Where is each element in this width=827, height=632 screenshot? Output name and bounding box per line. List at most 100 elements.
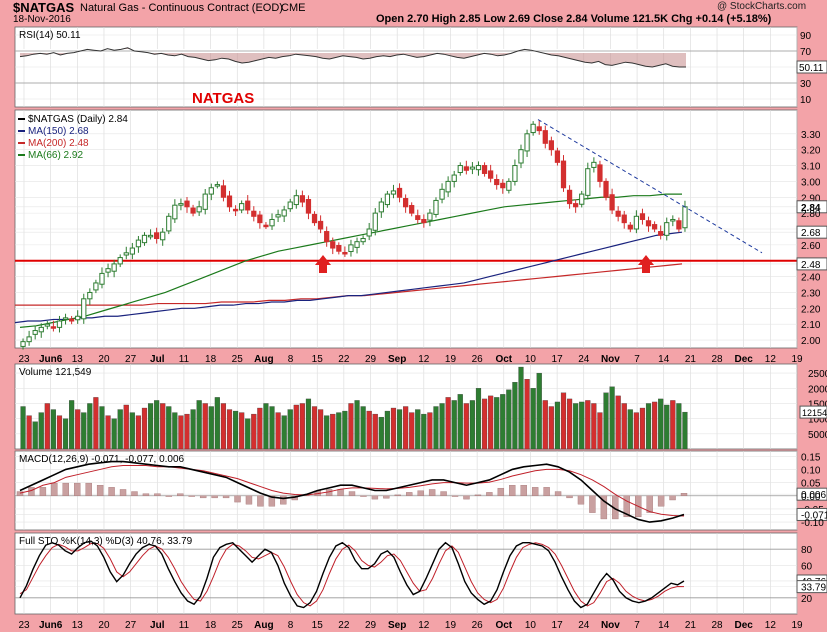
price-tick-label: 3.10 — [801, 162, 821, 173]
macd-histogram-bar — [280, 495, 287, 505]
sto-tick-label: 20 — [801, 594, 813, 605]
x-tick-label: 12 — [418, 620, 430, 631]
x-tick-label: Aug — [254, 354, 273, 365]
macd-legend: MACD(12,26,9) -0.071, -0.077, 0.006 — [19, 454, 185, 465]
macd-histogram-bar — [474, 494, 482, 496]
volume-bar — [658, 398, 664, 450]
volume-bar — [633, 412, 639, 450]
candle-body — [32, 330, 38, 335]
macd-histogram-bar — [623, 495, 630, 518]
candle-body — [330, 241, 336, 249]
candle-body — [311, 213, 318, 224]
rsi-tick-label: 10 — [800, 95, 812, 106]
macd-histogram-bar — [589, 495, 596, 513]
candle-body — [50, 326, 57, 329]
volume-bar — [141, 407, 148, 450]
x-tick-label: 12 — [765, 354, 777, 365]
x-tick-label: 24 — [578, 620, 590, 631]
candle-body — [633, 215, 640, 230]
x-tick-label: 20 — [98, 620, 110, 631]
x-tick-label: 10 — [525, 620, 537, 631]
candle-body — [427, 212, 433, 221]
candle-body — [44, 323, 50, 327]
x-tick-label: Jun6 — [39, 354, 63, 365]
volume-bar — [50, 409, 56, 450]
volume-bar — [44, 403, 50, 450]
macd-histogram-bar — [680, 493, 688, 496]
macd-histogram-bar — [154, 493, 161, 496]
volume-bar — [645, 403, 652, 450]
volume-bar — [567, 398, 573, 450]
candle-body — [245, 200, 251, 211]
x-tick-label: 8 — [288, 354, 294, 365]
candle-body — [451, 174, 457, 182]
volume-bar — [390, 407, 397, 450]
price-legend-entry: MA(150) 2.68 — [28, 126, 89, 137]
candle-body — [348, 244, 354, 253]
volume-bar — [591, 403, 597, 450]
macd-histogram-bar — [337, 489, 344, 496]
candle-body — [263, 224, 269, 228]
candle-body — [196, 206, 202, 213]
candle-body — [81, 298, 87, 320]
volume-bar — [117, 409, 123, 450]
candle-body — [20, 341, 26, 347]
macd-histogram-bar — [199, 495, 207, 499]
candle-body — [518, 149, 524, 164]
volume-bar — [670, 400, 676, 450]
price-tick-label: 2.90 — [801, 193, 821, 204]
macd-histogram-bar — [51, 482, 58, 496]
candle-body — [512, 165, 518, 182]
volume-bar — [488, 395, 494, 450]
candle-body — [566, 189, 573, 205]
price-legend-entry: MA(200) 2.48 — [28, 138, 89, 149]
volume-bar — [245, 418, 251, 450]
volume-bar — [111, 418, 117, 450]
sto-tick-label: 33.79 — [801, 583, 826, 594]
candle-body — [579, 193, 585, 205]
macd-histogram-bar — [211, 495, 218, 499]
volume-bar — [597, 412, 603, 450]
volume-bar — [603, 392, 609, 450]
candle-body — [524, 133, 530, 152]
macd-histogram-bar — [394, 494, 401, 496]
candle-body — [68, 318, 75, 322]
volume-bar — [378, 416, 384, 450]
price-legend-entry: MA(66) 2.92 — [28, 150, 83, 161]
volume-bar — [123, 404, 129, 450]
x-tick-label: Sep — [388, 620, 406, 631]
price-tick-label: 2.40 — [801, 273, 821, 284]
macd-histogram-bar — [669, 495, 676, 501]
x-tick-label: Sep — [388, 354, 406, 365]
volume-bar — [396, 409, 403, 450]
candle-body — [457, 165, 463, 174]
volume-bar — [512, 382, 518, 450]
x-tick-label: Dec — [735, 354, 754, 365]
volume-bar — [166, 406, 172, 450]
candle-body — [488, 170, 494, 179]
macd-histogram-bar — [417, 490, 424, 496]
candle-body — [664, 222, 670, 236]
candle-body — [160, 231, 166, 241]
up-arrow-icon — [638, 255, 654, 273]
volume-bar — [305, 398, 312, 450]
volume-bar — [621, 403, 627, 450]
rsi-legend: RSI(14) 50.11 — [19, 30, 81, 41]
macd-histogram-bar — [85, 482, 92, 496]
volume-bar — [220, 403, 227, 450]
candle-body — [111, 263, 117, 272]
macd-histogram-bar — [440, 491, 447, 496]
volume-bar — [311, 406, 318, 450]
x-tick-label: 7 — [634, 354, 640, 365]
macd-histogram-bar — [554, 491, 562, 496]
candle-body — [548, 140, 554, 151]
volume-bar — [585, 400, 591, 450]
volume-bar — [457, 394, 463, 450]
volume-bar — [475, 388, 482, 450]
candle-body — [676, 220, 682, 230]
macd-histogram-bar — [577, 495, 585, 505]
x-tick-label: 19 — [791, 354, 803, 365]
macd-histogram-bar — [451, 495, 459, 497]
candle-body — [542, 130, 548, 144]
candle-body — [469, 166, 476, 170]
